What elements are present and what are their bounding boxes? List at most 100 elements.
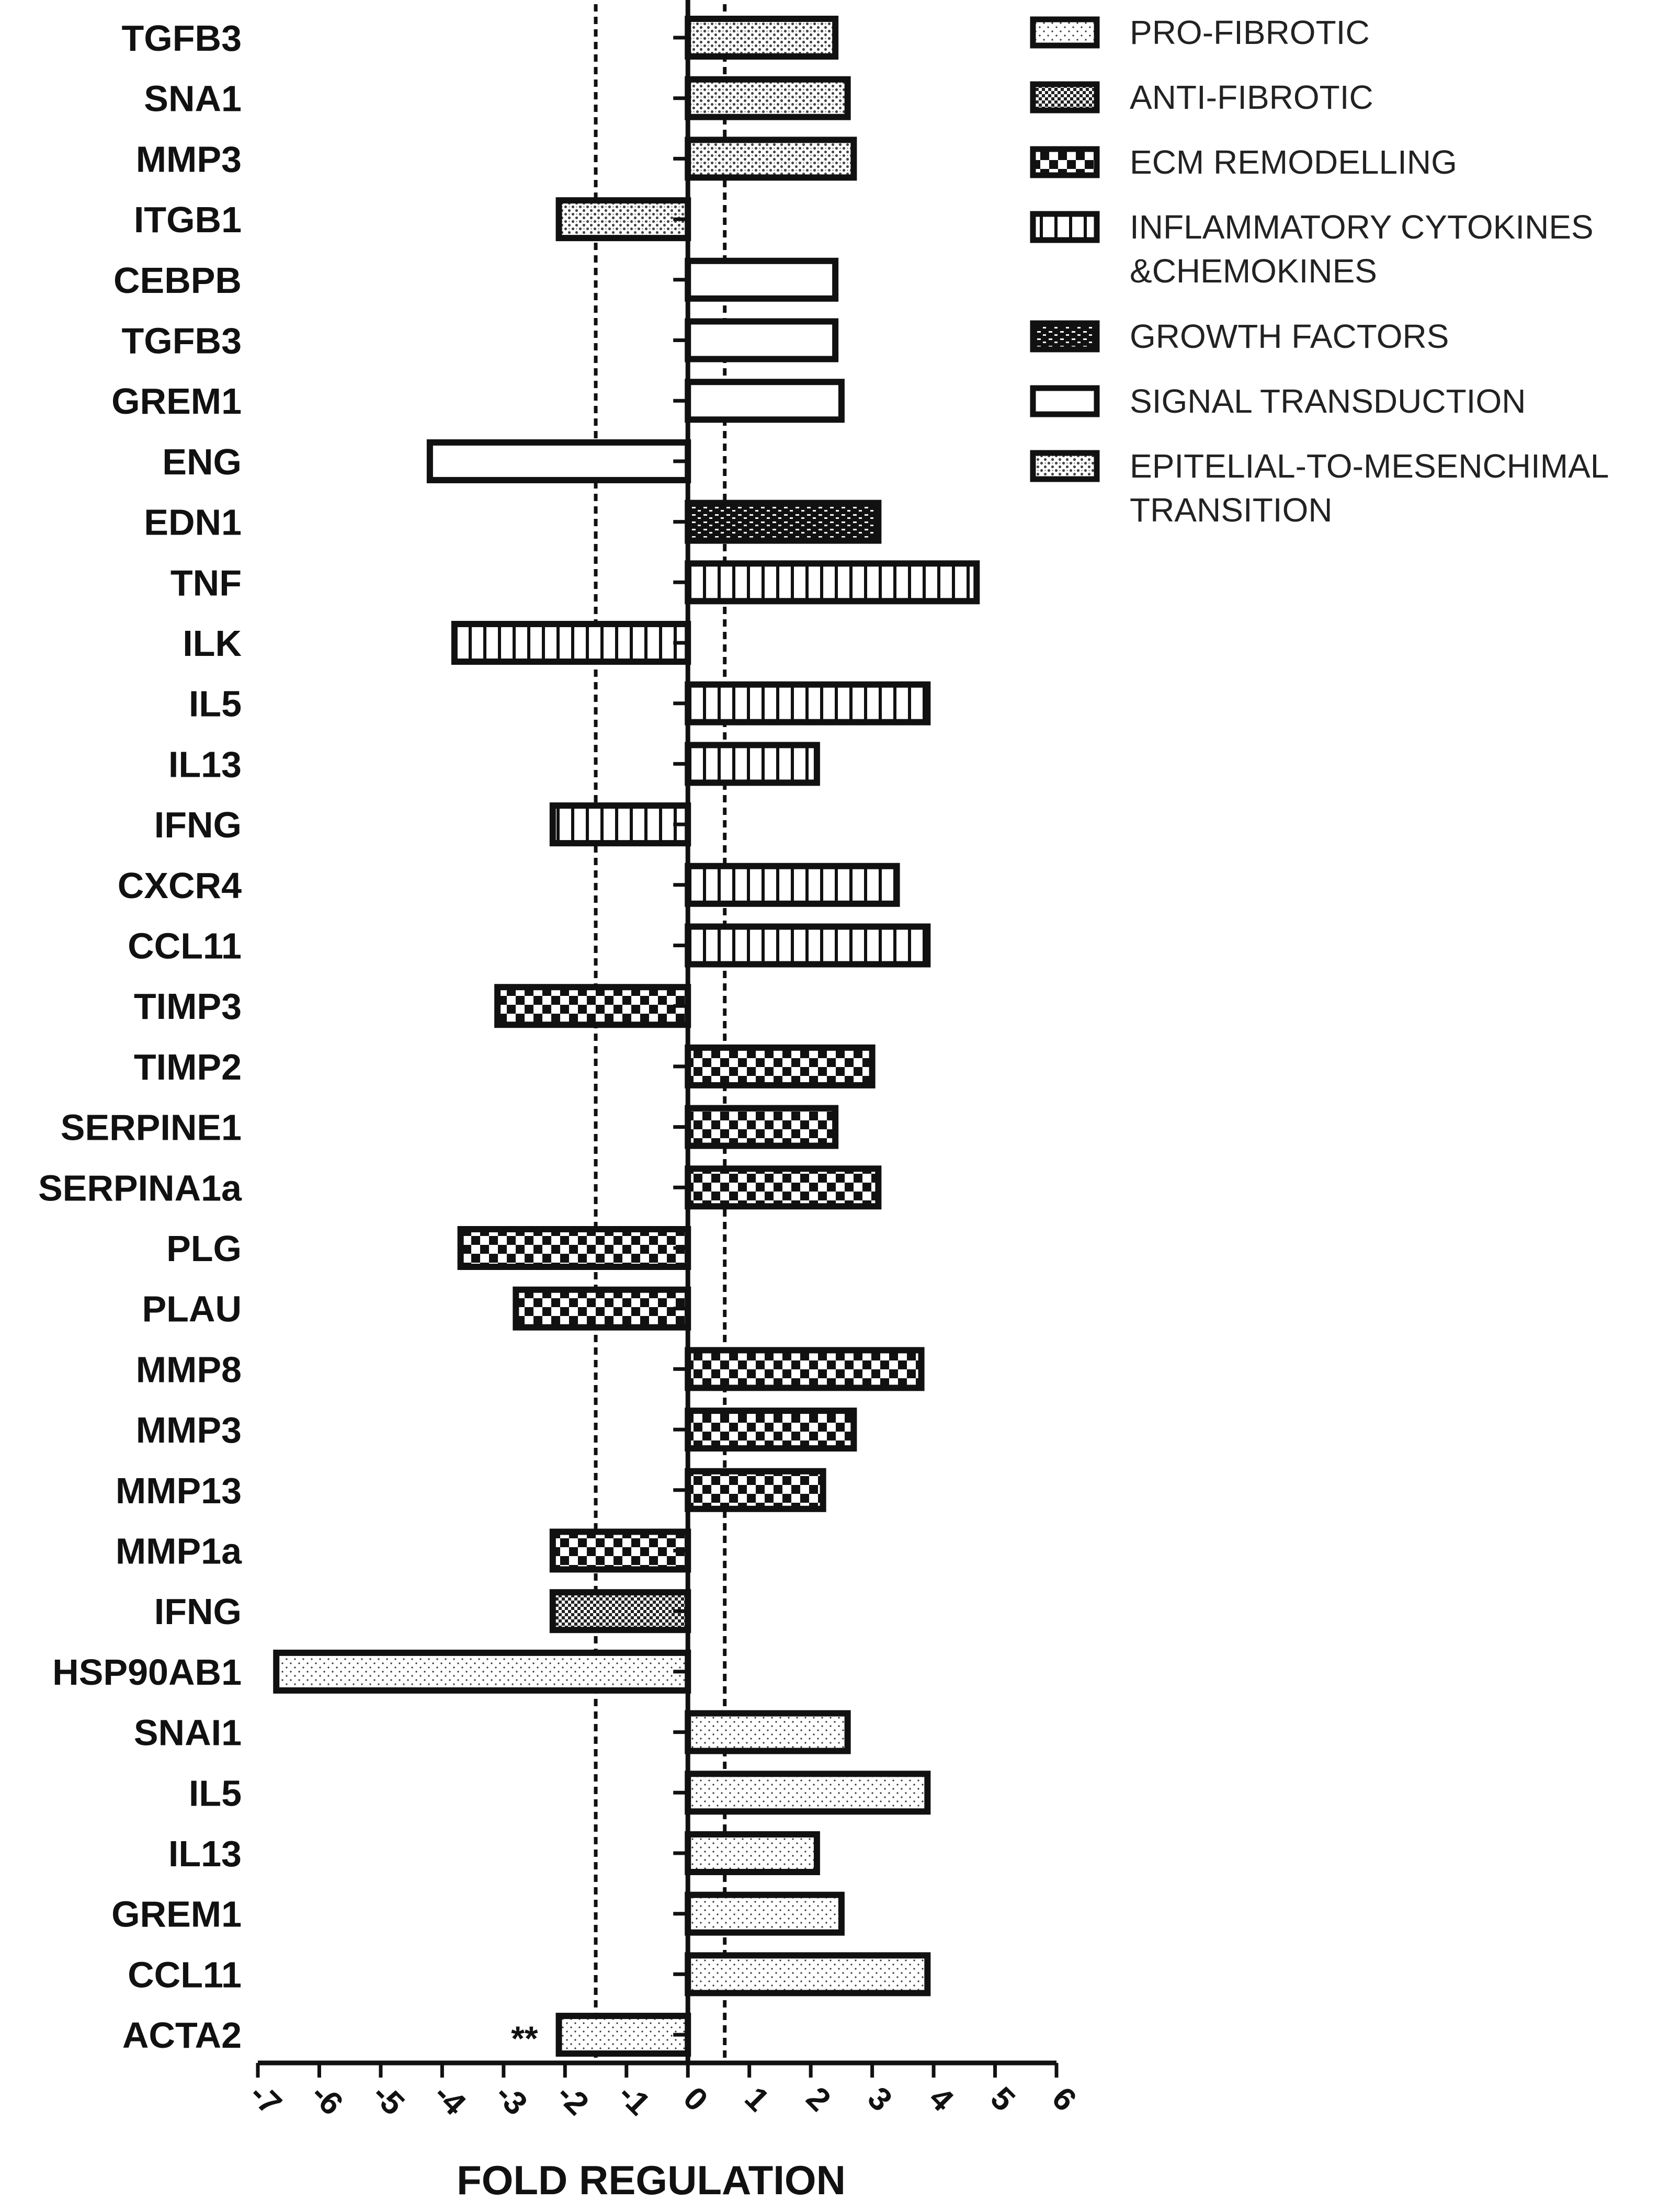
legend-label-emt-line2: TRANSITION xyxy=(1130,491,1333,529)
x-tick-label: -4 xyxy=(427,2077,473,2123)
gene-label: MMP3 xyxy=(136,139,242,179)
x-axis-label: FOLD REGULATION xyxy=(457,2157,846,2203)
gene-label: TGFB3 xyxy=(122,18,242,59)
bar-cebpb xyxy=(685,257,839,302)
gene-labels: TGFB3 SNA1 MMP3 ITGB1 CEBPB TGFB3 GREM1 ENG EDN1… xyxy=(38,18,538,2058)
legend-swatch-emt xyxy=(1030,450,1100,482)
gene-label: ITGB1 xyxy=(134,199,242,240)
bar-timp3 xyxy=(494,984,691,1028)
gene-label: GREM1 xyxy=(111,1894,242,1935)
legend-swatch-pro xyxy=(1030,16,1100,49)
bar-il13 xyxy=(685,1831,820,1875)
bar-tgfb3 xyxy=(685,318,839,362)
legend: PRO-FIBROTIC ANTI-FIBROTIC ECM REMODELLING… xyxy=(1030,14,1609,529)
gene-label: MMP1a xyxy=(116,1531,242,1572)
bar-itgb1 xyxy=(555,197,691,242)
gene-label: GREM1 xyxy=(111,381,242,422)
bar-eng xyxy=(426,439,691,483)
bars xyxy=(273,16,980,2057)
legend-label-infl-line2: &CHEMOKINES xyxy=(1130,252,1377,290)
legend-label-infl: INFLAMMATORY CYTOKINES xyxy=(1130,208,1594,246)
bar-grem1 xyxy=(685,1891,845,1936)
gene-label: TNF xyxy=(171,562,242,603)
gene-label: EDN1 xyxy=(144,502,242,543)
bar-snai1 xyxy=(685,1710,851,1754)
gene-label: CCL11 xyxy=(128,1954,242,1995)
x-tick-label: -6 xyxy=(304,2077,350,2123)
bar-timp2 xyxy=(685,1044,876,1088)
bar-mmp1a xyxy=(549,1528,691,1573)
gene-label: MMP13 xyxy=(116,1470,242,1511)
gene-label: SNA1 xyxy=(144,78,242,119)
x-tick-label: 1 xyxy=(738,2080,776,2118)
bar-mmp8 xyxy=(685,1347,925,1391)
legend-swatch-growth xyxy=(1030,320,1100,353)
gene-label: HSP90AB1 xyxy=(52,1652,242,1693)
x-tick-label: 4 xyxy=(922,2080,961,2119)
gene-label: CEBPB xyxy=(113,260,242,301)
gene-label: PLAU xyxy=(142,1289,242,1330)
bar-mmp13 xyxy=(685,1468,826,1512)
gene-label: CXCR4 xyxy=(118,865,242,906)
gene-label: IL13 xyxy=(168,744,242,785)
bar-mmp3 xyxy=(685,137,857,181)
x-tick-label: 0 xyxy=(676,2080,714,2118)
x-tick-label: -7 xyxy=(243,2077,289,2123)
gene-label: ENG xyxy=(162,441,242,482)
legend-label-signal: SIGNAL TRANSDUCTION xyxy=(1130,382,1526,420)
bar-hsp90ab1 xyxy=(273,1649,691,1694)
gene-label: MMP3 xyxy=(136,1410,242,1450)
axes xyxy=(256,0,1059,2078)
bar-ifng xyxy=(549,1589,691,1634)
x-tick-label: -2 xyxy=(550,2077,596,2123)
gene-label: ACTA2 xyxy=(122,2015,242,2056)
bar-ilk xyxy=(451,621,691,665)
bar-sna1 xyxy=(685,76,851,120)
bar-tnf xyxy=(685,560,980,605)
legend-label-pro: PRO-FIBROTIC xyxy=(1130,14,1370,51)
legend-label-ecm: ECM REMODELLING xyxy=(1130,143,1457,181)
x-tick-label: 5 xyxy=(983,2080,1021,2118)
legend-swatch-infl xyxy=(1030,211,1100,243)
bar-ccl11 xyxy=(685,923,931,968)
x-tick-label: -3 xyxy=(488,2077,534,2123)
bar-mmp3 xyxy=(685,1408,857,1452)
bar-ifng xyxy=(549,802,691,847)
gene-label: IL5 xyxy=(189,684,242,724)
legend-swatch-anti xyxy=(1030,81,1100,114)
gene-label: ILK xyxy=(183,623,242,664)
gene-label: IFNG xyxy=(154,804,242,845)
legend-swatch-signal xyxy=(1030,385,1100,417)
legend-label-growth: GROWTH FACTORS xyxy=(1130,317,1449,355)
gene-label: MMP8 xyxy=(136,1349,242,1390)
x-tick-label: 6 xyxy=(1045,2080,1083,2118)
gene-label: TGFB3 xyxy=(122,321,242,361)
bar-serpina1a xyxy=(685,1165,882,1210)
x-tick-label: -1 xyxy=(611,2077,657,2123)
bar-plau xyxy=(513,1286,691,1331)
x-tick-labels: -7 -6 -5 -4 -3 -2 -1 0 1 2 3 4 5 6 xyxy=(243,2077,1083,2123)
gene-label: IFNG xyxy=(154,1591,242,1632)
gene-label: SERPINA1a xyxy=(38,1167,242,1208)
bar-cxcr4 xyxy=(685,863,900,907)
bar-il5 xyxy=(685,681,931,725)
x-tick-label: 3 xyxy=(861,2080,899,2118)
gene-label: CCL11 xyxy=(128,926,242,967)
gene-label: PLG xyxy=(166,1228,242,1269)
gene-label: IL13 xyxy=(168,1833,242,1874)
bar-plg xyxy=(457,1226,691,1270)
x-tick-label: 2 xyxy=(799,2080,837,2118)
significance-annotation: ** xyxy=(511,2019,538,2058)
gene-label: SNAI1 xyxy=(134,1712,242,1753)
bar-serpine1 xyxy=(685,1105,839,1149)
gene-label: TIMP3 xyxy=(134,986,242,1027)
x-tick-label: -5 xyxy=(366,2077,412,2123)
bar-grem1 xyxy=(685,379,845,423)
legend-swatch-ecm xyxy=(1030,146,1100,178)
bar-edn1 xyxy=(685,500,882,544)
bar-ccl11 xyxy=(685,1952,931,1997)
legend-label-emt: EPITELIAL-TO-MESENCHIMAL xyxy=(1130,447,1609,485)
bar-tgfb3 xyxy=(685,16,839,60)
bar-il5 xyxy=(685,1771,931,1815)
